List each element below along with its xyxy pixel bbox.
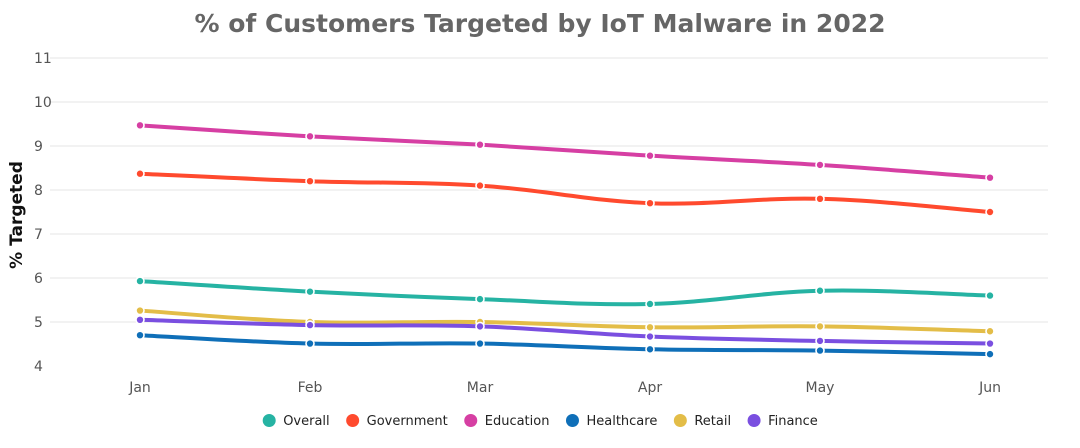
data-point-government: [645, 198, 655, 208]
x-tick-label: Jan: [128, 380, 151, 396]
data-point-government: [475, 180, 485, 191]
data-point-overall: [135, 276, 145, 286]
legend-marker: [673, 414, 687, 427]
data-point-healthcare: [815, 345, 825, 356]
series-line-finance: [138, 317, 992, 346]
chart-title: % of Customers Targeted by IoT Malware i…: [194, 9, 885, 38]
legend-item-healthcare[interactable]: Healthcare: [565, 414, 657, 429]
data-point-government: [305, 176, 315, 186]
x-tick-label: Jun: [978, 380, 1001, 396]
y-tick-label: 10: [34, 95, 52, 111]
data-point-education: [985, 172, 995, 183]
legend-marker: [464, 414, 478, 427]
data-point-healthcare: [305, 338, 315, 349]
y-tick-label: 9: [34, 139, 43, 155]
legend: Overall Government Education Healthcare Reta…: [262, 414, 818, 429]
data-point-healthcare: [645, 344, 655, 355]
x-tick-label: Apr: [638, 380, 662, 396]
data-point-education: [475, 139, 485, 150]
data-point-retail: [135, 305, 145, 316]
legend-label: Government: [367, 414, 448, 429]
data-point-finance: [475, 321, 485, 332]
grid-lines: [50, 57, 1048, 323]
data-point-healthcare: [475, 338, 485, 349]
data-point-government: [815, 194, 825, 204]
x-tick-label: Mar: [467, 380, 494, 396]
series-line-healthcare: [138, 333, 992, 357]
legend-marker: [346, 414, 360, 427]
data-point-finance: [305, 320, 315, 330]
legend-item-overall[interactable]: Overall: [262, 414, 330, 429]
data-point-overall: [815, 285, 825, 296]
data-point-finance: [985, 338, 995, 349]
data-point-retail: [985, 326, 995, 337]
y-tick-label: 4: [34, 359, 43, 375]
y-tick-label: 5: [34, 315, 43, 331]
data-point-education: [815, 160, 825, 170]
y-tick-label: 6: [34, 271, 43, 287]
data-point-government: [135, 168, 145, 179]
data-point-retail: [815, 321, 825, 332]
y-tick-label: 7: [34, 227, 43, 243]
data-point-overall: [305, 286, 315, 297]
data-point-education: [135, 120, 145, 131]
legend-label: Retail: [694, 414, 731, 429]
legend-item-education[interactable]: Education: [464, 414, 549, 429]
data-point-healthcare: [985, 349, 995, 359]
data-point-finance: [815, 336, 825, 346]
series-line-government: [138, 171, 992, 214]
data-point-healthcare: [135, 330, 145, 341]
series-line-retail: [138, 308, 992, 334]
y-tick-label: 8: [34, 183, 43, 199]
legend-label: Healthcare: [586, 414, 657, 429]
data-point-finance: [135, 314, 145, 325]
legend-item-government[interactable]: Government: [346, 414, 448, 429]
legend-label: Education: [485, 414, 550, 429]
legend-marker: [262, 414, 276, 427]
x-axis-ticks: Jan Feb Mar Apr May Jun: [128, 380, 1001, 396]
series-line-education: [138, 123, 992, 180]
series-line-overall: [138, 279, 992, 307]
data-point-education: [305, 131, 315, 142]
legend-marker: [747, 414, 761, 427]
y-axis-label: % Targeted: [7, 161, 27, 269]
series-lines: [138, 123, 992, 357]
x-tick-label: Feb: [298, 380, 323, 396]
x-tick-label: May: [806, 380, 835, 396]
legend-label: Overall: [283, 414, 329, 429]
legend-marker: [565, 414, 579, 427]
legend-item-retail[interactable]: Retail: [673, 414, 731, 429]
y-tick-label: 11: [34, 51, 52, 67]
data-point-overall: [475, 294, 485, 304]
data-point-retail: [645, 322, 655, 333]
series-points: [135, 120, 995, 359]
data-point-overall: [985, 290, 995, 301]
legend-item-finance[interactable]: Finance: [747, 414, 818, 429]
data-point-overall: [645, 299, 655, 309]
legend-label: Finance: [768, 414, 818, 429]
y-axis-ticks: 4 5 6 7 8 9 10 11: [34, 51, 52, 375]
data-point-government: [985, 207, 995, 217]
data-point-finance: [645, 331, 655, 342]
data-point-education: [645, 150, 655, 161]
